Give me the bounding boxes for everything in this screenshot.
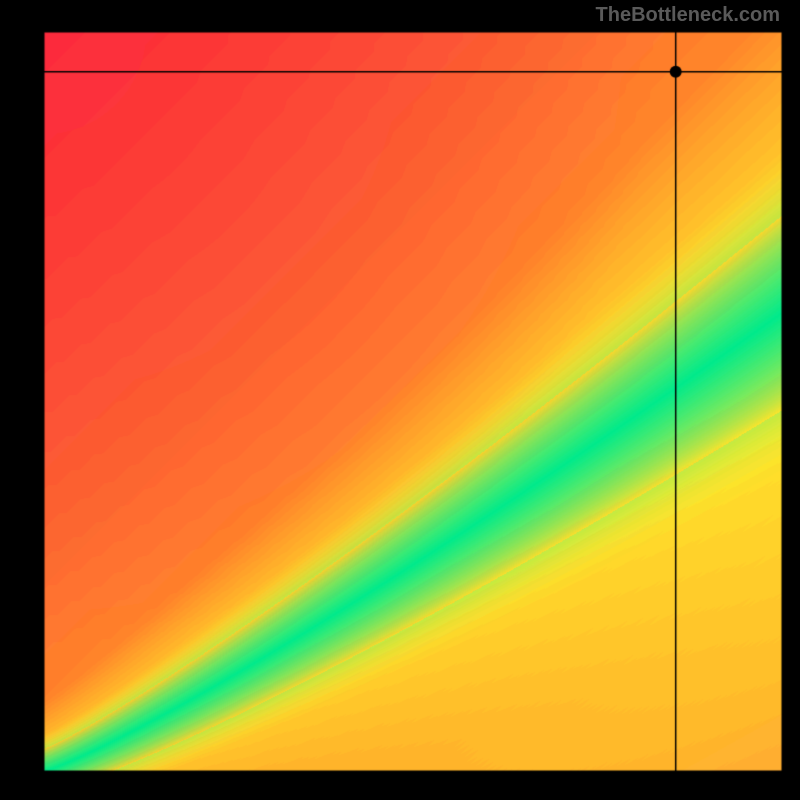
watermark-text: TheBottleneck.com bbox=[596, 4, 780, 27]
heatmap-canvas bbox=[0, 0, 800, 800]
chart-container: TheBottleneck.com bbox=[0, 0, 800, 800]
